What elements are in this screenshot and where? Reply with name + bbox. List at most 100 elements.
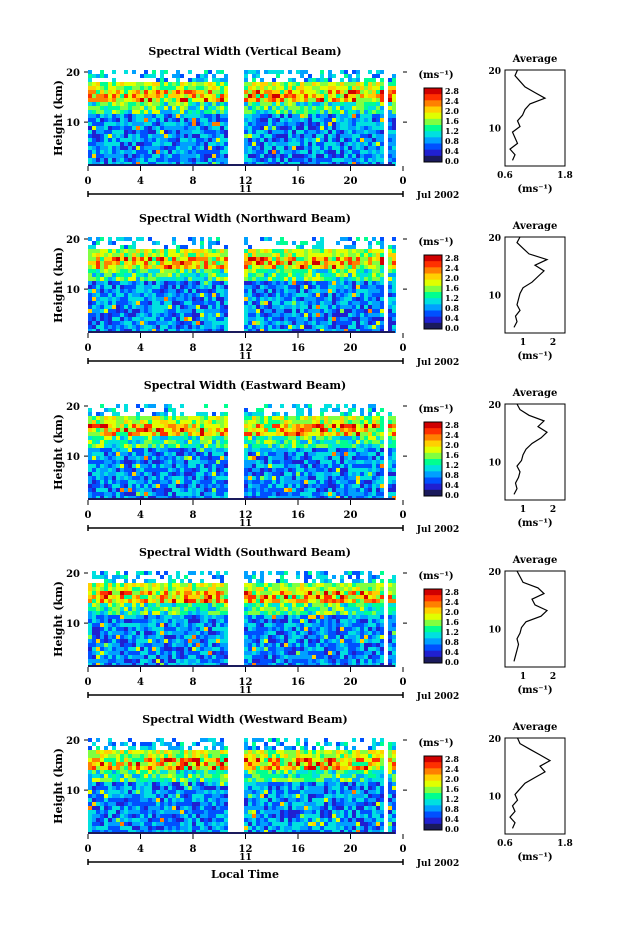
heatmap-cell xyxy=(216,134,220,138)
heatmap-cell xyxy=(148,456,152,460)
heatmap-cell xyxy=(116,412,120,416)
heatmap-cell xyxy=(352,492,356,496)
heatmap-cell xyxy=(220,78,224,82)
heatmap-cell xyxy=(100,269,104,273)
heatmap-cell xyxy=(104,297,108,301)
heatmap-cell xyxy=(332,281,336,285)
heatmap-cell xyxy=(124,237,128,241)
heatmap-cell xyxy=(388,321,392,325)
heatmap-cell xyxy=(284,126,288,130)
heatmap-cell xyxy=(140,444,144,448)
heatmap-cell xyxy=(224,150,228,154)
heatmap-cell xyxy=(176,317,180,321)
heatmap-cell xyxy=(108,102,112,106)
heatmap-cell xyxy=(312,146,316,150)
heatmap-cell xyxy=(308,82,312,86)
heatmap-cell xyxy=(208,297,212,301)
heatmap-cell xyxy=(224,420,228,424)
heatmap-cell xyxy=(148,436,152,440)
heatmap-cell xyxy=(200,126,204,130)
heatmap-cell xyxy=(300,150,304,154)
heatmap-cell xyxy=(100,325,104,329)
heatmap-cell xyxy=(320,488,324,492)
heatmap-cell xyxy=(380,408,384,412)
heatmap-cell xyxy=(144,313,148,317)
heatmap-cell xyxy=(380,249,384,253)
heatmap-cell xyxy=(372,150,376,154)
heatmap-cell xyxy=(204,452,208,456)
heatmap-cell xyxy=(268,313,272,317)
heatmap-cell xyxy=(216,325,220,329)
heatmap-cell xyxy=(168,289,172,293)
heatmap-cell xyxy=(172,436,176,440)
heatmap-cell xyxy=(296,102,300,106)
heatmap-cell xyxy=(188,273,192,277)
heatmap-cell xyxy=(100,122,104,126)
heatmap-cell xyxy=(216,90,220,94)
heatmap-cell xyxy=(348,317,352,321)
heatmap-cell xyxy=(224,432,228,436)
heatmap-cell xyxy=(300,412,304,416)
heatmap-cell xyxy=(348,237,352,241)
heatmap-cell xyxy=(220,134,224,138)
heatmap-cell xyxy=(296,412,300,416)
heatmap-cell xyxy=(348,452,352,456)
heatmap-cell xyxy=(208,492,212,496)
heatmap-cell xyxy=(140,317,144,321)
heatmap-cell xyxy=(212,289,216,293)
heatmap-cell xyxy=(260,94,264,98)
heatmap-cell xyxy=(308,440,312,444)
heatmap-cell xyxy=(180,321,184,325)
heatmap-cell xyxy=(160,480,164,484)
heatmap-cell xyxy=(324,249,328,253)
heatmap-cell xyxy=(360,110,364,114)
heatmap-cell xyxy=(144,488,148,492)
heatmap-cell xyxy=(204,265,208,269)
heatmap-cell xyxy=(380,86,384,90)
heatmap-cell xyxy=(308,281,312,285)
heatmap-cell xyxy=(144,134,148,138)
heatmap-cell xyxy=(148,110,152,114)
heatmap-cell xyxy=(176,468,180,472)
heatmap-cell xyxy=(364,98,368,102)
heatmap-cell xyxy=(120,444,124,448)
heatmap-cell xyxy=(348,106,352,110)
heatmap-cell xyxy=(324,313,328,317)
heatmap-cell xyxy=(280,289,284,293)
heatmap-cell xyxy=(372,313,376,317)
heatmap-cell xyxy=(368,420,372,424)
heatmap-cell xyxy=(340,293,344,297)
heatmap-cell xyxy=(200,452,204,456)
heatmap-cell xyxy=(164,468,168,472)
heatmap-cell xyxy=(264,94,268,98)
heatmap-cell xyxy=(284,134,288,138)
heatmap-cell xyxy=(380,134,384,138)
heatmap-cell xyxy=(212,126,216,130)
heatmap-cell xyxy=(340,456,344,460)
heatmap-cell xyxy=(364,154,368,158)
heatmap-cell xyxy=(140,289,144,293)
heatmap-cell xyxy=(124,126,128,130)
heatmap-cell xyxy=(332,440,336,444)
heatmap-cell xyxy=(132,273,136,277)
heatmap-cell xyxy=(216,432,220,436)
heatmap-cell xyxy=(392,86,396,90)
heatmap-cell xyxy=(244,237,248,241)
heatmap-cell xyxy=(252,424,256,428)
heatmap-cell xyxy=(160,273,164,277)
heatmap-cell xyxy=(128,444,132,448)
heatmap-cell xyxy=(324,86,328,90)
heatmap-cell xyxy=(220,440,224,444)
heatmap-cell xyxy=(348,416,352,420)
heatmap-cell xyxy=(316,456,320,460)
heatmap-cell xyxy=(264,249,268,253)
heatmap-cell xyxy=(104,464,108,468)
heatmap-cell xyxy=(200,476,204,480)
heatmap-cell xyxy=(332,90,336,94)
heatmap-cell xyxy=(252,488,256,492)
heatmap-cell xyxy=(336,317,340,321)
heatmap-cell xyxy=(168,301,172,305)
heatmap-cell xyxy=(284,90,288,94)
heatmap-cell xyxy=(120,428,124,432)
heatmap-cell xyxy=(140,408,144,412)
